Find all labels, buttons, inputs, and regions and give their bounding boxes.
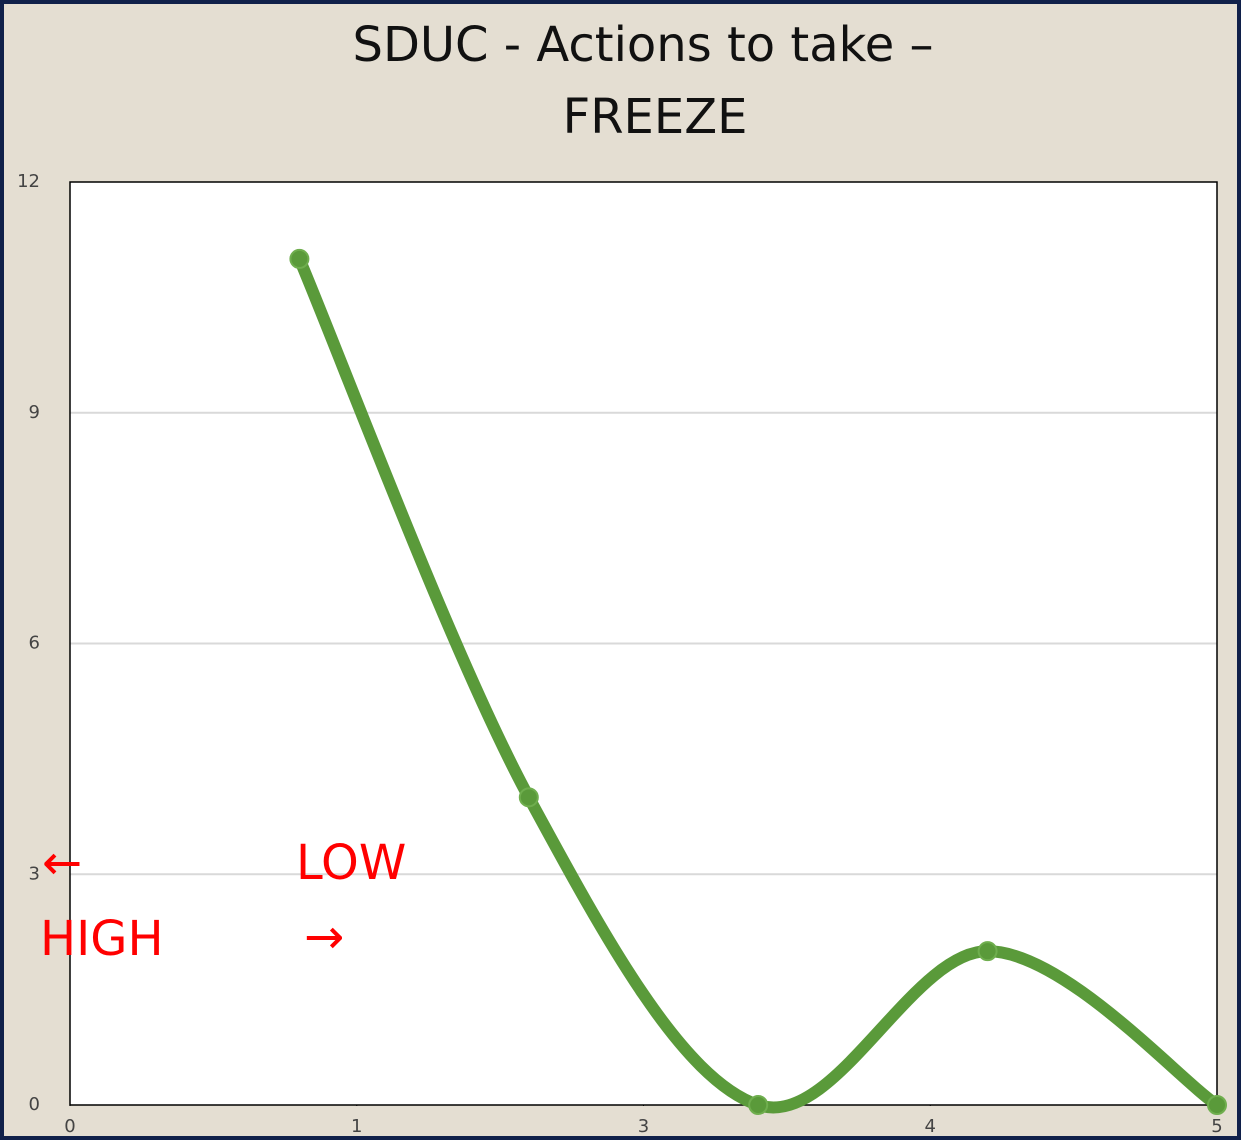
y-tick-label: 12: [17, 171, 40, 192]
x-tick-label: 1: [351, 1116, 362, 1137]
annotation: ←: [42, 835, 82, 891]
chart-title: FREEZE: [563, 89, 748, 145]
plot-border: [69, 181, 1218, 1106]
point: [748, 1095, 769, 1115]
line: [293, 252, 1223, 1114]
x-tick-label: 4: [925, 1116, 936, 1137]
x-tick-label: 3: [638, 1116, 649, 1137]
annotation: HIGH: [40, 911, 164, 967]
y-tick-label: 6: [29, 633, 40, 654]
y-tick-label: 3: [29, 863, 40, 884]
y-tick-label: 9: [29, 402, 40, 423]
y-tick-label: 0: [29, 1094, 40, 1115]
point: [977, 941, 998, 962]
point: [518, 787, 539, 808]
annotation: LOW: [296, 835, 406, 891]
x-tick-label: 5: [1211, 1116, 1222, 1137]
annotation: →: [304, 909, 344, 965]
chart-title: SDUC - Actions to take –: [352, 17, 933, 73]
x-tick-label: 0: [64, 1116, 75, 1137]
point: [289, 248, 310, 269]
point: [1207, 1095, 1227, 1115]
